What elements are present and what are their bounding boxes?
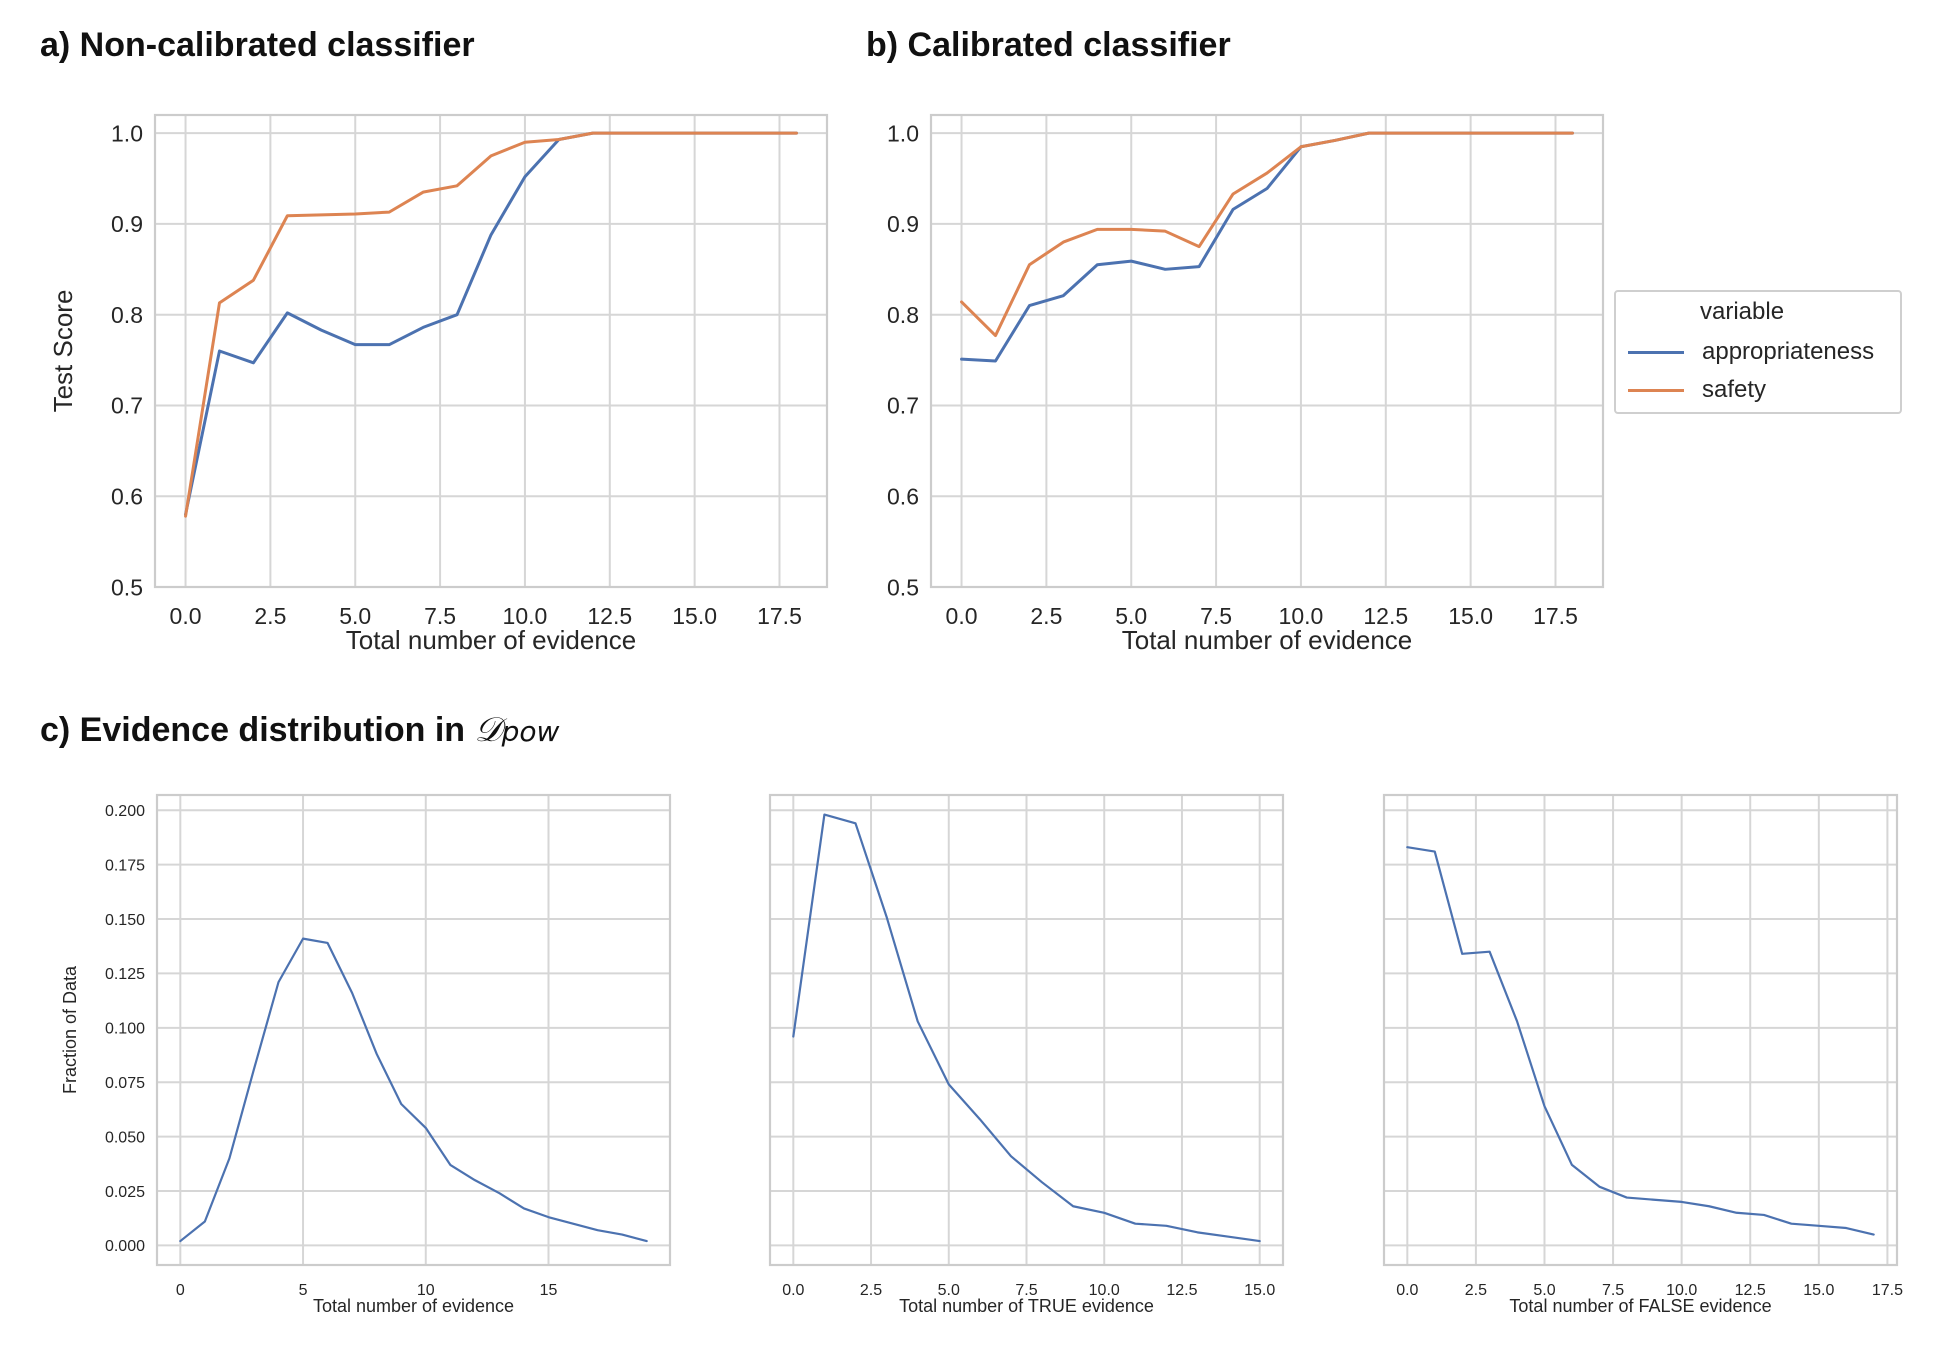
panel-c3-frame xyxy=(1382,793,1899,1267)
panel-b-xtick-label-3: 7.5 xyxy=(1200,603,1232,629)
panel-b-frame xyxy=(929,113,1605,589)
panel-c3-xtick-label-1: 2.5 xyxy=(1465,1282,1487,1299)
panel-c1-xtick-label-1: 5 xyxy=(299,1282,308,1299)
panel-a-ytick-label-5: 1.0 xyxy=(111,120,143,146)
panel-c3-xtick-label-6: 15.0 xyxy=(1803,1282,1834,1299)
panel-a-series-safety-line xyxy=(184,131,798,518)
panel-a-xtick-label-7: 17.5 xyxy=(757,603,802,629)
panel-a-title: a) Non-calibrated classifier xyxy=(40,26,475,64)
panel-c1-xlabel: Total number of evidence xyxy=(313,1296,514,1316)
panel-b-series-appropriateness-line xyxy=(960,131,1574,363)
panel-c1-ytick-label-1: 0.025 xyxy=(105,1184,145,1201)
panel-c3-xtick-label-4: 10.0 xyxy=(1666,1282,1697,1299)
panel-c-title-dataset-subscript: pow xyxy=(501,715,560,748)
panel-a-series-appropriateness-line xyxy=(184,131,798,516)
panel-c2-xtick-label-2: 5.0 xyxy=(938,1282,960,1299)
panel-a-xtick-label-6: 15.0 xyxy=(672,603,717,629)
panel-b-xtick-label-7: 17.5 xyxy=(1533,603,1578,629)
panel-c3-xlabel: Total number of FALSE evidence xyxy=(1509,1296,1771,1316)
panel-c1-series-0-line xyxy=(179,937,648,1243)
panel-b-xtick-label-0: 0.0 xyxy=(946,603,978,629)
panel-a-ytick-label-0: 0.5 xyxy=(111,574,143,600)
panel-a-xtick-label-5: 12.5 xyxy=(587,603,632,629)
panel-a-xtick-label-0: 0.0 xyxy=(170,603,202,629)
panel-c2-xtick-label-5: 12.5 xyxy=(1166,1282,1197,1299)
panel-b-ytick-label-5: 1.0 xyxy=(887,120,919,146)
panel-c3-xtick-label-2: 5.0 xyxy=(1533,1282,1555,1299)
legend: variable appropriateness safety xyxy=(1614,290,1902,414)
panel-a-xtick-label-4: 10.0 xyxy=(503,603,548,629)
panel-c1-xtick-label-3: 15 xyxy=(540,1282,558,1299)
panel-c1-ytick-label-4: 0.100 xyxy=(105,1021,145,1038)
panel-a-xtick-label-2: 5.0 xyxy=(339,603,371,629)
panel-b-ytick-label-4: 0.9 xyxy=(887,211,919,237)
legend-title: variable xyxy=(1700,298,1785,325)
panel-c1-xtick-label-0: 0 xyxy=(176,1282,185,1299)
panel-b-ytick-label-1: 0.6 xyxy=(887,484,919,510)
legend-swatch-safety xyxy=(1628,388,1684,392)
panel-a-xlabel: Total number of evidence xyxy=(346,625,637,655)
panel-b-xtick-label-2: 5.0 xyxy=(1115,603,1147,629)
panel-c1-ytick-label-8: 0.200 xyxy=(105,803,145,820)
panel-c1-ytick-label-0: 0.000 xyxy=(105,1238,145,1255)
panel-c2-xtick-label-0: 0.0 xyxy=(782,1282,804,1299)
panel-c3-series-0-line xyxy=(1406,846,1875,1236)
panel-c-title-dataset-symbol: 𝒟 xyxy=(474,710,502,750)
panel-c2-xtick-label-4: 10.0 xyxy=(1089,1282,1120,1299)
legend-swatch-appropriateness xyxy=(1628,350,1684,354)
panel-c1-ytick-label-3: 0.075 xyxy=(105,1075,145,1092)
panel-b-xlabel: Total number of evidence xyxy=(1122,625,1413,655)
panel-a-xtick-label-3: 7.5 xyxy=(424,603,456,629)
panel-b-xtick-label-1: 2.5 xyxy=(1030,603,1062,629)
panel-c1-ytick-label-6: 0.150 xyxy=(105,912,145,929)
panel-c2-series-0-line xyxy=(792,813,1261,1243)
panel-c2-xtick-label-1: 2.5 xyxy=(860,1282,882,1299)
panel-c3-xtick-label-5: 12.5 xyxy=(1735,1282,1766,1299)
panel-c-title-text: c) Evidence distribution in xyxy=(40,711,475,749)
panel-a-ytick-label-1: 0.6 xyxy=(111,484,143,510)
panel-c1-ytick-label-7: 0.175 xyxy=(105,857,145,874)
panel-b-ytick-label-0: 0.5 xyxy=(887,574,919,600)
legend-item-safety: safety xyxy=(1628,376,1766,404)
panel-b-ytick-label-2: 0.7 xyxy=(887,393,919,419)
panel-b-xtick-label-6: 15.0 xyxy=(1448,603,1493,629)
panel-c1-ytick-label-5: 0.125 xyxy=(105,966,145,983)
panel-c1-xtick-label-2: 10 xyxy=(417,1282,435,1299)
panel-c2-xtick-label-6: 15.0 xyxy=(1244,1282,1275,1299)
panel-b-ytick-label-3: 0.8 xyxy=(887,302,919,328)
panel-c2-xlabel: Total number of TRUE evidence xyxy=(899,1296,1154,1316)
panel-c1-ylabel: Fraction of Data xyxy=(60,965,80,1094)
panel-c1-frame xyxy=(155,793,672,1267)
panel-c-title: c) Evidence distribution in 𝒟pow xyxy=(40,710,559,750)
legend-label-appropriateness: appropriateness xyxy=(1702,338,1875,365)
panel-c1-ytick-label-2: 0.050 xyxy=(105,1129,145,1146)
panel-a-xtick-label-1: 2.5 xyxy=(254,603,286,629)
panel-a-ytick-label-2: 0.7 xyxy=(111,393,143,419)
panel-a-ylabel: Test Score xyxy=(48,290,78,413)
panel-b-series-safety-line xyxy=(960,131,1574,338)
panel-b-xtick-label-5: 12.5 xyxy=(1363,603,1408,629)
panel-c2-xtick-label-3: 7.5 xyxy=(1015,1282,1037,1299)
legend-item-appropriateness: appropriateness xyxy=(1628,338,1874,366)
panel-b-xtick-label-4: 10.0 xyxy=(1279,603,1324,629)
panel-c3-xtick-label-7: 17.5 xyxy=(1872,1282,1903,1299)
panel-a-frame xyxy=(153,113,829,589)
panel-a-ytick-label-3: 0.8 xyxy=(111,302,143,328)
panel-c3-xtick-label-0: 0.0 xyxy=(1396,1282,1418,1299)
panel-c3-xtick-label-3: 7.5 xyxy=(1602,1282,1624,1299)
legend-label-safety: safety xyxy=(1702,376,1767,403)
panel-b-title: b) Calibrated classifier xyxy=(866,26,1231,64)
panel-c2-frame xyxy=(768,793,1285,1267)
panel-a-ytick-label-4: 0.9 xyxy=(111,211,143,237)
